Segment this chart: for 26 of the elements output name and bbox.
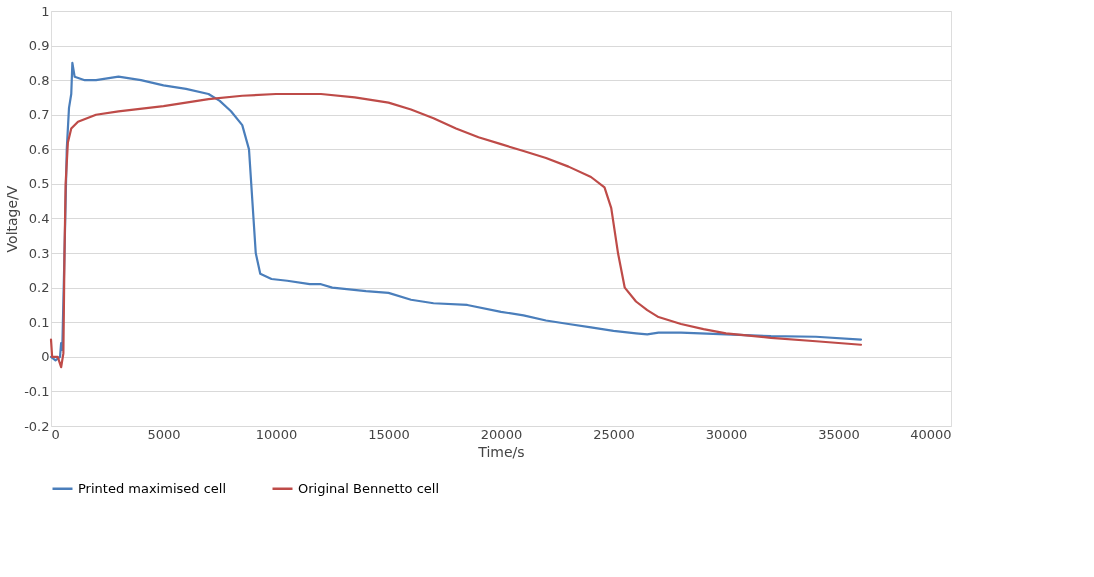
y-tick-label: 0.4 bbox=[28, 211, 50, 226]
x-tick-label: 15000 bbox=[368, 426, 410, 442]
x-tick-label: 25000 bbox=[593, 426, 635, 442]
x-tick-label: 0 bbox=[51, 426, 60, 442]
y-tick-label: -0.1 bbox=[24, 383, 50, 399]
x-tick-label: 40000 bbox=[910, 426, 952, 442]
y-tick-label: 0.8 bbox=[28, 72, 50, 88]
y-tick-label: 0.6 bbox=[28, 141, 50, 157]
y-tick-label: 0.1 bbox=[28, 314, 50, 330]
x-tick-label: 5000 bbox=[147, 426, 181, 442]
y-tick-label: 0.7 bbox=[28, 107, 50, 123]
y-tick-label: -0.2 bbox=[24, 418, 50, 434]
legend-label: Original Bennetto cell bbox=[298, 480, 440, 496]
x-tick-label: 10000 bbox=[255, 426, 298, 442]
y-tick-label: 1 bbox=[41, 3, 50, 19]
y-tick-label: 0 bbox=[41, 349, 50, 365]
x-tick-label: 30000 bbox=[705, 426, 748, 442]
x-tick-label: 35000 bbox=[818, 426, 860, 442]
y-tick-label: 0.2 bbox=[28, 280, 50, 296]
y-tick-label: 0.5 bbox=[28, 176, 50, 192]
y-tick-label: 0.9 bbox=[28, 38, 50, 54]
y-axis-title: Voltage/V bbox=[4, 185, 21, 253]
x-tick-label: 20000 bbox=[480, 426, 523, 442]
x-axis-title: Time/s bbox=[477, 443, 525, 460]
y-tick-label: 0.3 bbox=[28, 245, 50, 261]
legend-label: Printed maximised cell bbox=[78, 480, 227, 496]
